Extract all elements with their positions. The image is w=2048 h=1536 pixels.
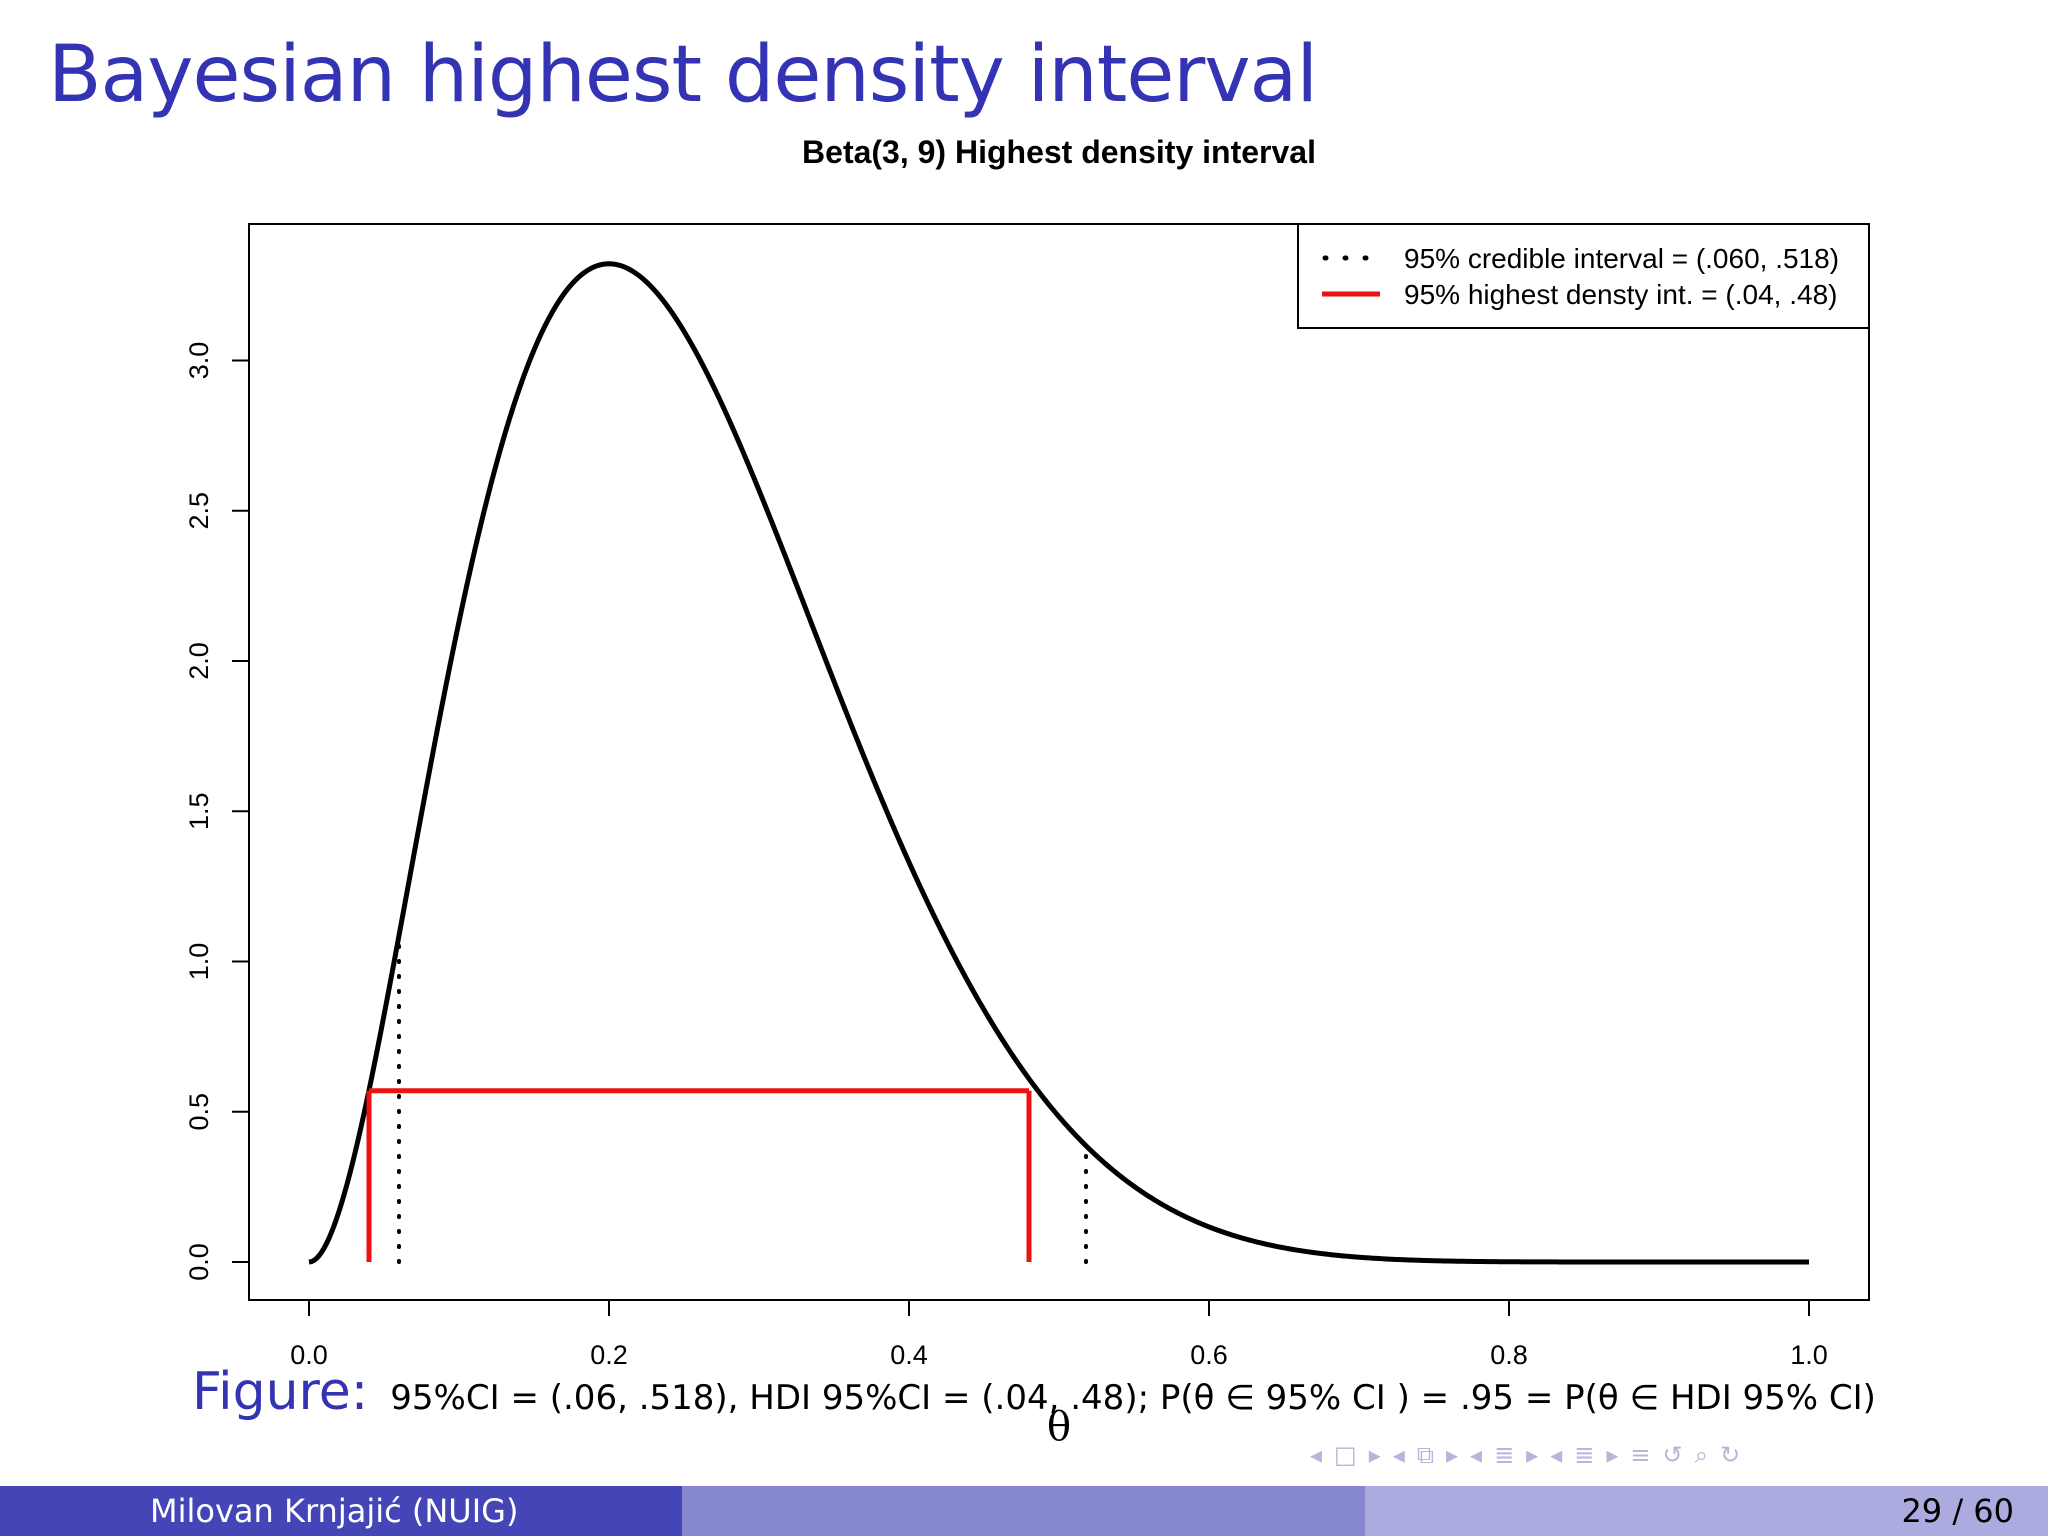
legend-box xyxy=(1297,223,1870,329)
x-tick-label: 0.4 xyxy=(890,1340,928,1370)
figure-caption-text: 95%CI = (.06, .518), HDI 95%CI = (.04, .… xyxy=(390,1378,1876,1418)
chart-marks xyxy=(308,261,1809,1265)
doc-next-icon[interactable]: ▸ xyxy=(1606,1441,1619,1469)
footer-spacer xyxy=(682,1486,1365,1536)
x-axis: 0.0 0.2 0.4 0.6 0.8 1.0 xyxy=(290,1299,1828,1370)
forward-icon[interactable]: ↻ xyxy=(1720,1441,1741,1469)
frame-next-icon[interactable]: ▸ xyxy=(1368,1441,1381,1469)
subsection-icon[interactable]: ⧉ xyxy=(1416,1441,1434,1469)
legend-label: 95% credible interval = (.060, .518) xyxy=(1404,243,1839,274)
figure-caption: Figure: 95%CI = (.06, .518), HDI 95%CI = … xyxy=(192,1362,1876,1422)
x-tick-label: 0.2 xyxy=(590,1340,628,1370)
subsection-prev-icon[interactable]: ◂ xyxy=(1392,1441,1405,1469)
doc-prev-icon[interactable]: ◂ xyxy=(1550,1441,1563,1469)
beta-density-curve xyxy=(308,261,1809,1265)
search-icon[interactable]: ⌕ xyxy=(1694,1441,1709,1469)
y-tick-label: 3.0 xyxy=(184,342,214,380)
chart-legend: 95% credible interval = (.060, .518) 95% … xyxy=(1297,223,1870,329)
section-prev-icon[interactable]: ◂ xyxy=(1470,1441,1483,1469)
y-tick-label: 0.5 xyxy=(184,1093,214,1131)
beamer-navigation: ◂ □ ▸ ◂ ⧉ ▸ ◂ ≣ ▸ ◂ ≣ ▸ ≡ ↺ ⌕ ↻ xyxy=(1310,1440,1740,1470)
x-tick-label: 0.0 xyxy=(290,1340,328,1370)
legend-label: 95% highest densty int. = (.04, .48) xyxy=(1404,279,1837,310)
frame-icon[interactable]: □ xyxy=(1334,1441,1357,1469)
slide-title: Bayesian highest density interval xyxy=(48,30,1318,120)
x-tick-label: 0.6 xyxy=(1190,1340,1228,1370)
y-tick-label: 0.0 xyxy=(184,1243,214,1281)
y-tick-label: 1.5 xyxy=(184,792,214,830)
footer-author: Milovan Krnjajić (NUIG) xyxy=(0,1486,682,1536)
doc-icon[interactable]: ≣ xyxy=(1574,1441,1595,1469)
footer-page-number: 29 / 60 xyxy=(1365,1486,2048,1536)
y-axis: 0.0 0.5 1.0 1.5 2.0 2.5 3.0 xyxy=(184,342,250,1281)
back-icon[interactable]: ↺ xyxy=(1662,1441,1683,1469)
frame-prev-icon[interactable]: ◂ xyxy=(1310,1441,1323,1469)
slide-footer: Milovan Krnjajić (NUIG) 29 / 60 xyxy=(0,1486,2048,1536)
figure-label: Figure: xyxy=(192,1362,369,1422)
section-icon[interactable]: ≣ xyxy=(1494,1441,1515,1469)
chart-title: Beta(3, 9) Highest density interval xyxy=(802,134,1316,170)
x-tick-label: 0.8 xyxy=(1490,1340,1528,1370)
subsection-next-icon[interactable]: ▸ xyxy=(1445,1441,1459,1469)
hdi-chart: Beta(3, 9) Highest density interval 0.00… xyxy=(184,134,1870,1450)
x-tick-label: 1.0 xyxy=(1790,1340,1828,1370)
section-next-icon[interactable]: ▸ xyxy=(1526,1441,1539,1469)
plot-frame xyxy=(248,223,1870,1301)
x-axis-label: θ xyxy=(1047,1404,1071,1450)
y-tick-label: 2.0 xyxy=(184,642,214,680)
y-tick-label: 2.5 xyxy=(184,492,214,530)
y-tick-label: 1.0 xyxy=(184,943,214,981)
align-icon[interactable]: ≡ xyxy=(1630,1441,1651,1469)
